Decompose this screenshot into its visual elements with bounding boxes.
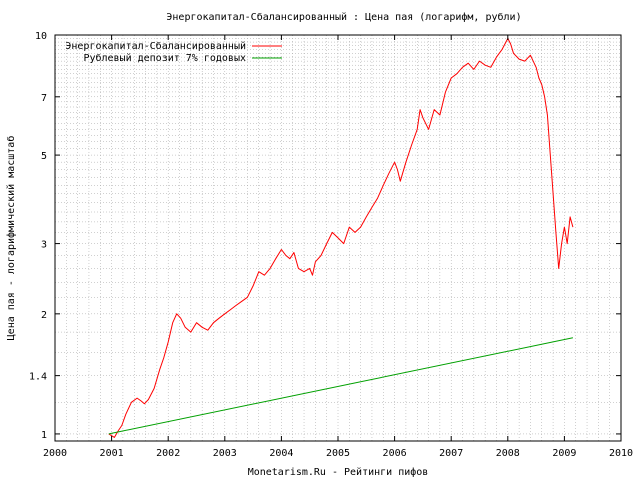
x-tick-label: 2009 (552, 448, 576, 459)
y-tick-label: 2 (41, 310, 47, 321)
axis-ticks: 2000 2001 2002 2003 2004 2005 2006 2007 2008 2009… (29, 31, 633, 459)
chart-title: Энергокапитал-Сбалансированный : Цена па… (166, 11, 521, 23)
series-line-1 (108, 38, 574, 438)
y-tick-label: 1.4 (29, 372, 47, 383)
x-tick-label: 2010 (609, 448, 633, 459)
plot-series (108, 38, 574, 438)
y-tick-label: 3 (41, 240, 47, 251)
y-tick-label: 10 (35, 31, 47, 42)
x-axis-label: Monetarism.Ru - Рейтинги пифов (248, 466, 429, 478)
grid-lines (55, 35, 621, 441)
y-tick-label: 7 (41, 93, 47, 104)
x-tick-label: 2008 (496, 448, 520, 459)
legend-label-series-2: Рублевый депозит 7% годовых (83, 52, 246, 64)
y-axis-label: Цена пая - логарифмический масштаб (5, 136, 17, 341)
x-tick-label: 2002 (156, 448, 180, 459)
x-tick-label: 2001 (100, 448, 124, 459)
x-tick-label: 2003 (213, 448, 237, 459)
x-tick-label: 2007 (439, 448, 463, 459)
legend-label-series-1: Энергокапитал-Сбалансированный (65, 40, 246, 52)
series-line-2 (108, 337, 574, 435)
y-tick-label: 1 (41, 430, 47, 441)
x-tick-label: 2006 (383, 448, 407, 459)
legend: Энергокапитал-Сбалансированный Рублевый … (65, 40, 282, 64)
x-tick-label: 2004 (269, 448, 293, 459)
x-tick-label: 2000 (43, 448, 67, 459)
y-tick-label: 5 (41, 151, 47, 162)
x-tick-label: 2005 (326, 448, 350, 459)
